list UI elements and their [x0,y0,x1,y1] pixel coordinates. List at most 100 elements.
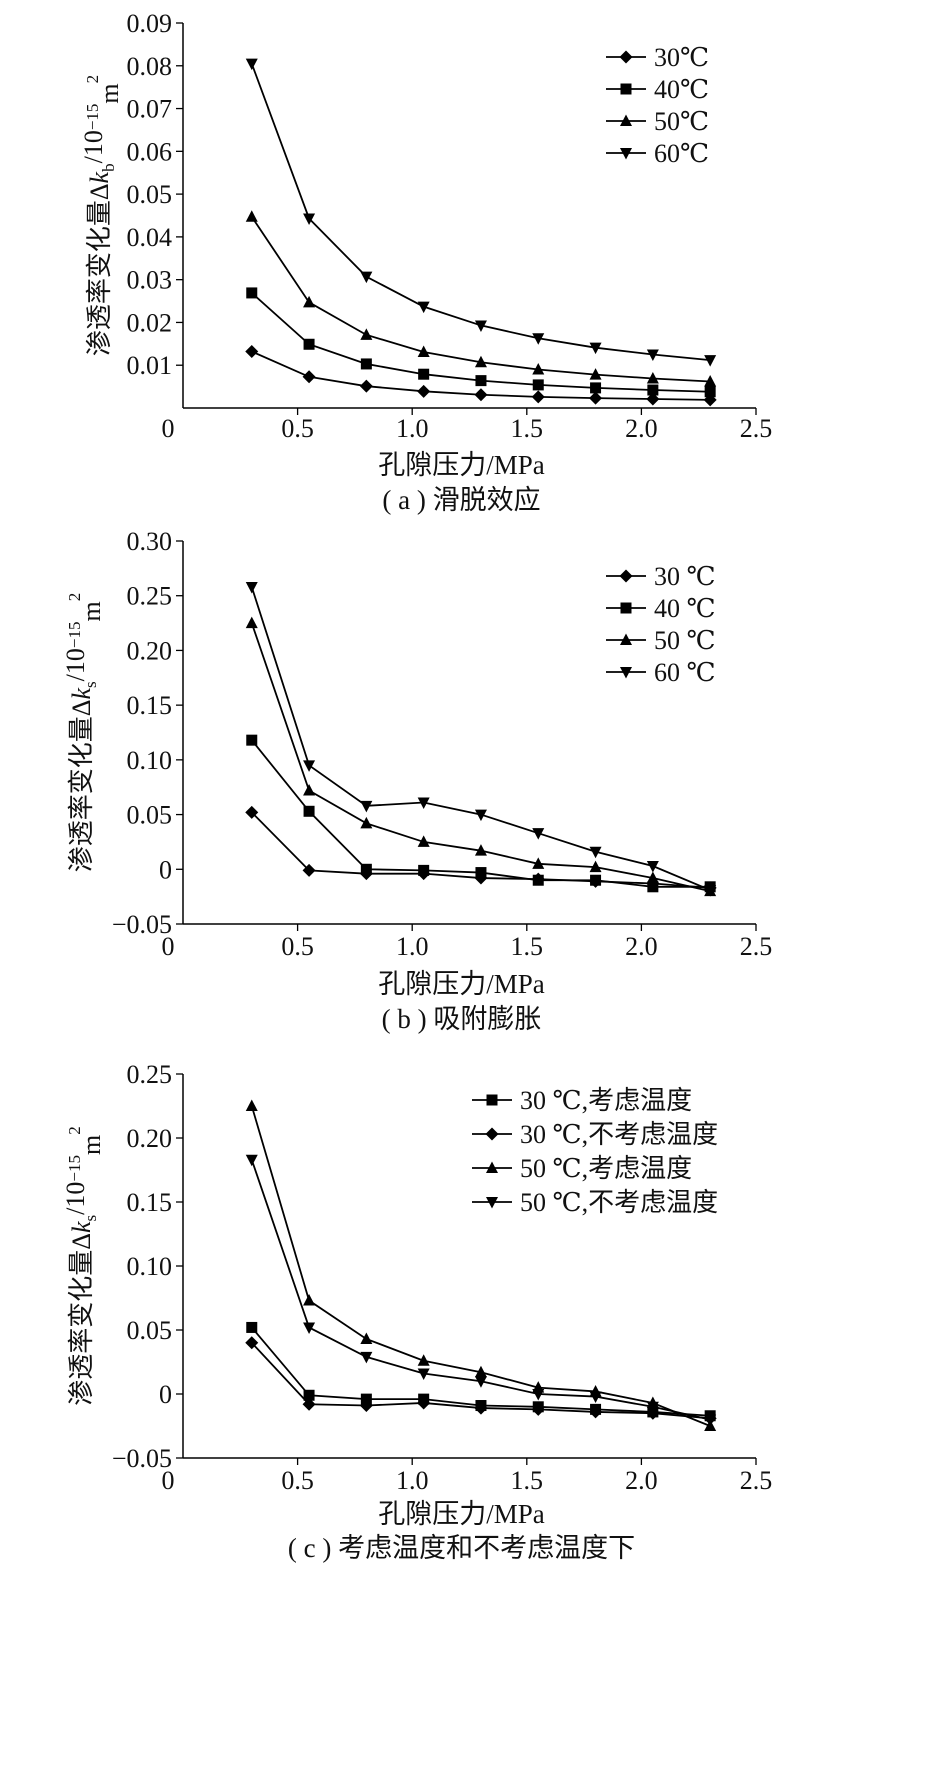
legend-marker [620,83,632,95]
legend-label: 50 ℃,不考虑温度 [520,1188,718,1217]
y-axis-label-part: −15 [65,621,84,648]
series-3 [245,210,717,387]
x-tick-label: 2.0 [625,1466,658,1495]
legend-label: 60 ℃ [654,658,716,687]
legend-marker [620,633,632,645]
data-point [474,320,487,332]
data-point [589,846,602,859]
y-tick-label: 0 [159,1380,172,1409]
data-point [474,355,487,368]
x-tick-label: 0 [162,932,175,961]
data-point [589,368,602,380]
x-tick-label: 1.0 [396,1466,429,1495]
data-point [704,374,717,387]
x-tick-label: 0.5 [281,414,314,443]
data-point [360,800,373,813]
y-axis-label-part: k [67,687,96,699]
x-tick-label: 0.5 [281,932,314,961]
data-point [474,1376,487,1388]
legend-label: 30℃ [654,43,709,72]
data-point [245,210,258,222]
data-point [360,863,372,875]
data-point [245,1154,258,1167]
data-point [474,388,488,402]
data-point [417,1368,430,1381]
x-tick-label: 2.5 [740,414,773,443]
data-point [474,844,487,856]
legend: 30 ℃ 40 ℃ 50 ℃ 60 ℃ [606,562,716,687]
legend-label: 40 ℃ [654,594,716,623]
y-tick-label: 0.07 [127,95,173,124]
y-tick-label: 0.05 [127,1316,173,1345]
legend-marker [485,1127,499,1141]
legend-label: 30 ℃,不考虑温度 [520,1120,718,1149]
data-point [704,355,717,367]
y-axis-label-part: −15 [65,1155,84,1182]
y-tick-label: 0.03 [127,266,173,295]
y-axis-label-part: 渗透率变化量 [67,1250,96,1406]
y-axis-label-part: k [85,171,114,183]
x-tick-label: 2.0 [625,414,658,443]
data-point [360,1351,373,1364]
y-tick-label: 0.05 [127,180,173,209]
x-tick-label: 2.5 [740,1466,773,1495]
data-point [475,375,487,387]
y-tick-label: 0.10 [127,746,173,775]
y-axis-label: 渗透率变化量Δks/10−15m2 [61,593,106,872]
data-point [589,391,603,405]
data-point [246,1321,258,1333]
legend-marker [620,667,632,679]
data-point [532,379,544,391]
data-point [417,1396,431,1410]
data-point [417,384,431,398]
series-3 [245,616,717,897]
y-axis-label: 渗透率变化量Δkb/10−15m2 [79,75,124,356]
series-4 [245,1154,717,1427]
data-point [303,1322,316,1334]
y-axis-label-part: Δ [67,699,96,716]
legend-label: 30 ℃,考虑温度 [520,1086,692,1115]
y-tick-label: 0.15 [127,691,173,720]
data-point [303,338,315,350]
y-axis-label-part: k [67,1221,96,1233]
data-point [417,835,430,847]
data-point [246,287,258,299]
series-2 [246,734,716,893]
data-point [303,213,316,225]
y-axis-label-part: s [81,1215,100,1222]
legend-marker [620,148,632,160]
data-point [303,760,316,772]
data-point [646,392,660,406]
x-axis-label: 孔隙压力/MPa [378,1499,545,1529]
data-point [417,301,430,314]
data-point [589,860,602,873]
panel-caption: ( c ) 考虑温度和不考虑温度下 [288,1533,635,1563]
data-point [302,863,316,877]
y-axis-label-part: m [77,601,106,621]
data-point [646,371,659,384]
data-point [245,805,259,819]
x-axis-label: 孔隙压力/MPa [378,450,545,480]
data-point [532,828,545,840]
x-tick-label: 0 [162,1466,175,1495]
y-tick-label: 0.09 [127,9,173,38]
y-axis-label-part: Δ [85,183,114,200]
y-tick-label: 0 [159,855,172,884]
data-point [245,1099,258,1111]
data-point [590,874,602,886]
y-tick-label: 0.20 [127,636,173,665]
chart-panel-1: 0.01 0.02 0.03 0.04 0.05 0.06 0.07 0.08 0.09 0 0.5… [79,9,772,515]
legend-label: 60℃ [654,139,709,168]
x-tick-label: 1.5 [511,932,544,961]
y-tick-label: 0.10 [127,1252,173,1281]
data-point [531,1402,545,1416]
data-point [646,861,659,873]
data-point [417,1354,430,1366]
legend-marker [620,602,632,614]
data-point [245,616,258,629]
data-point [474,1365,487,1378]
legend-marker [620,114,632,126]
data-point [418,864,430,876]
